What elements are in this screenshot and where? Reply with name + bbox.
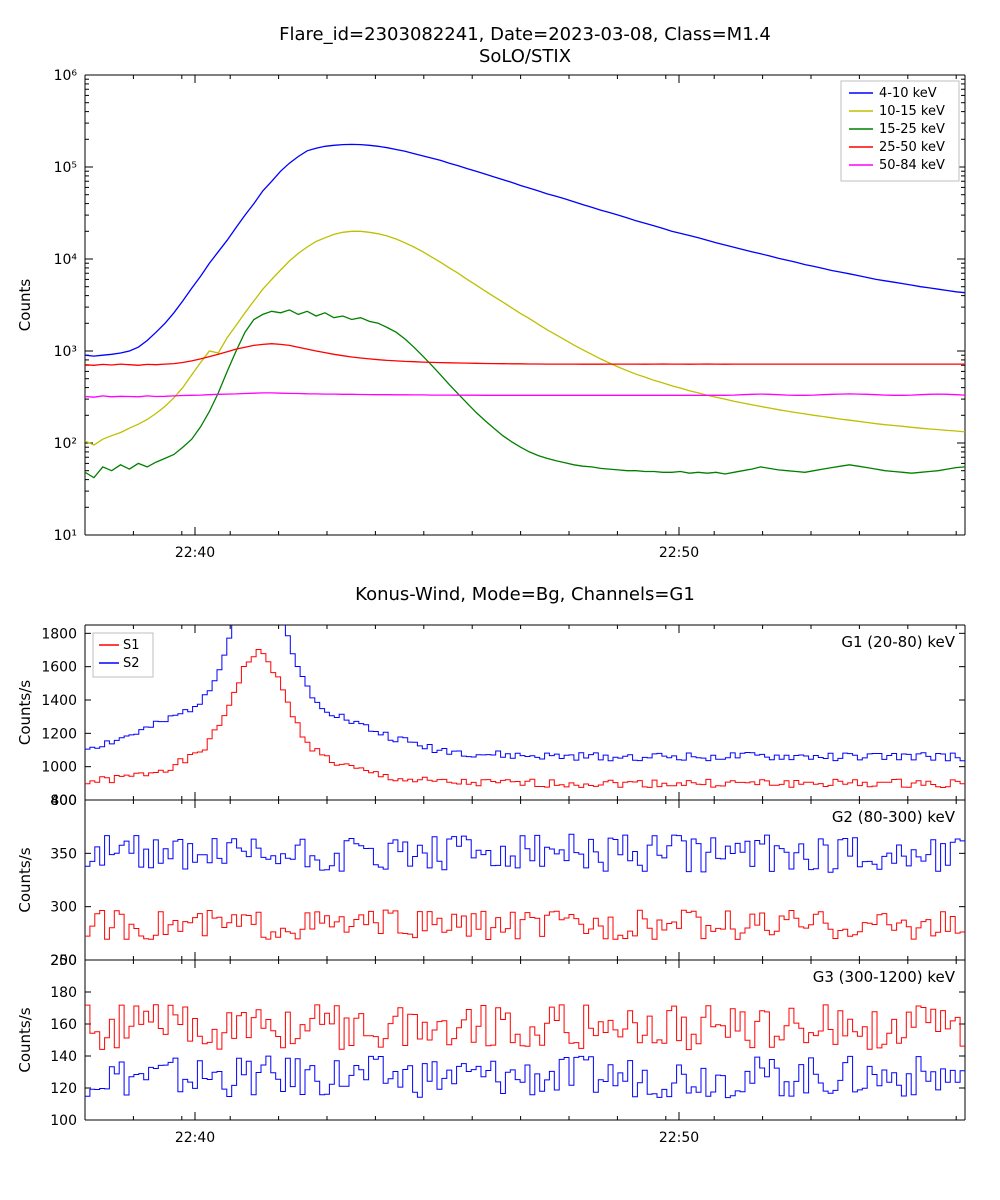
- ytick-label: 10¹: [54, 528, 77, 544]
- legend-label: 25-50 keV: [879, 140, 945, 155]
- ytick-label: 1200: [41, 726, 77, 742]
- top-panel-title: SoLO/STIX: [479, 46, 571, 67]
- ylabel-top: Counts: [16, 279, 34, 332]
- legend-label: 10-15 keV: [879, 104, 945, 119]
- ytick-label: 1400: [41, 693, 77, 709]
- ytick-label: 10²: [54, 436, 77, 452]
- xtick-label: 22:50: [659, 545, 699, 561]
- bottom-title: Konus-Wind, Mode=Bg, Channels=G1: [355, 584, 695, 605]
- ytick-label: 160: [50, 1017, 77, 1033]
- ytick-label: 400: [50, 793, 77, 809]
- ylabel-bottom: Counts/s: [16, 1007, 34, 1072]
- xtick-label: 22:40: [175, 1130, 215, 1146]
- series-S1: [85, 1005, 965, 1050]
- ytick-label: 350: [50, 846, 77, 862]
- ytick-label: 10⁵: [54, 160, 77, 176]
- legend-label: 15-25 keV: [879, 122, 945, 137]
- ytick-label: 10⁶: [54, 68, 78, 84]
- ytick-label: 180: [50, 985, 77, 1001]
- panel-annotation: G1 (20-80) keV: [841, 633, 955, 651]
- series-S2: [85, 1056, 965, 1098]
- ylabel-bottom: Counts/s: [16, 847, 34, 912]
- panel-annotation: G3 (300-1200) keV: [813, 968, 956, 986]
- xtick-label: 22:50: [659, 1130, 699, 1146]
- figure: Flare_id=2303082241, Date=2023-03-08, Cl…: [0, 0, 1000, 1200]
- ylabel-bottom: Counts/s: [16, 680, 34, 745]
- panel-annotation: G2 (80-300) keV: [832, 808, 956, 826]
- series-S1: [85, 910, 965, 939]
- ytick-label: 1600: [41, 660, 77, 676]
- legend-label: 4-10 keV: [879, 86, 937, 101]
- ytick-label: 140: [50, 1049, 77, 1065]
- legend-label: 50-84 keV: [879, 158, 945, 173]
- ytick-label: 300: [50, 900, 77, 916]
- series-10-15 keV: [85, 231, 965, 445]
- legend-label: S2: [123, 656, 140, 671]
- ytick-label: 200: [50, 953, 77, 969]
- series-25-50 keV: [85, 344, 965, 366]
- chart-svg: Flare_id=2303082241, Date=2023-03-08, Cl…: [0, 0, 1000, 1200]
- xtick-label: 22:40: [175, 545, 215, 561]
- ytick-label: 1000: [41, 760, 77, 776]
- main-title: Flare_id=2303082241, Date=2023-03-08, Cl…: [279, 24, 771, 45]
- ytick-label: 10⁴: [54, 252, 78, 268]
- ytick-label: 10³: [54, 344, 77, 360]
- ytick-label: 120: [50, 1081, 77, 1097]
- ytick-label: 1800: [41, 626, 77, 642]
- legend-label: S1: [123, 638, 140, 653]
- ytick-label: 100: [50, 1113, 77, 1129]
- series-4-10 keV: [85, 144, 965, 356]
- series-S2: [85, 834, 965, 872]
